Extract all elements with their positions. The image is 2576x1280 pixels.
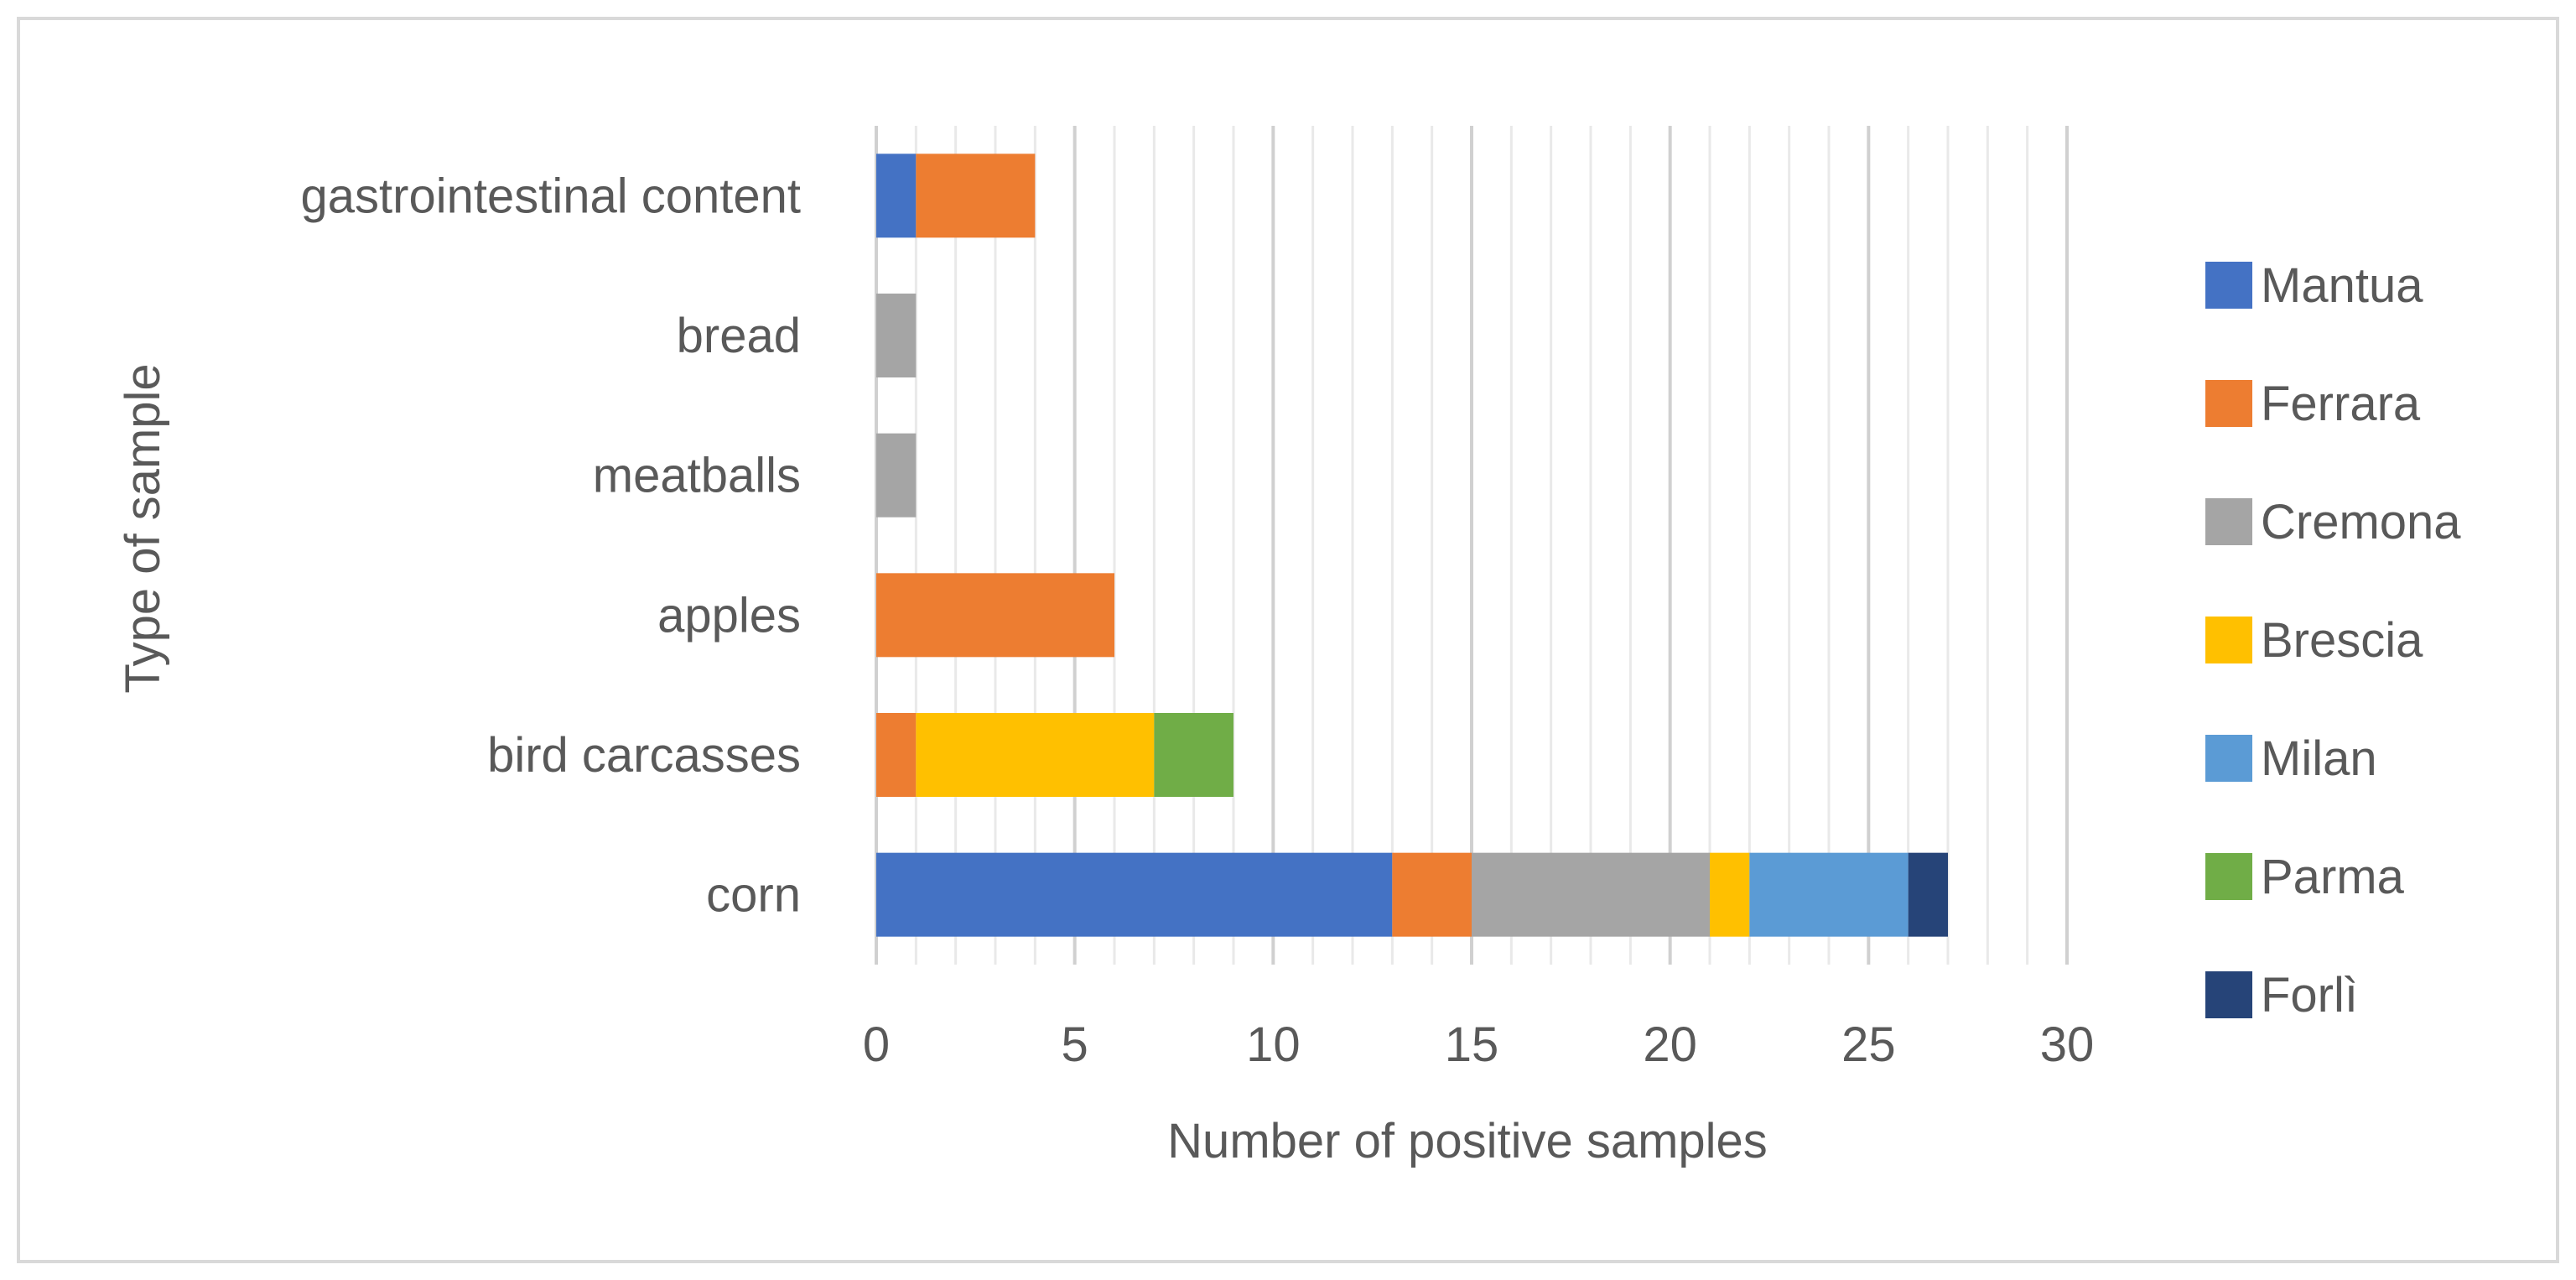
gridlines: [875, 126, 2069, 965]
legend-swatch: [2205, 380, 2252, 427]
legend-label: Brescia: [2261, 613, 2423, 668]
y-tick-labels: corn bird carcasses apples meatballs bread ga…: [301, 169, 801, 922]
bar-segment: [876, 153, 917, 238]
x-tick-label: 25: [1841, 1017, 1896, 1072]
x-tick-label: 5: [1062, 1017, 1088, 1072]
legend-label: Ferrara: [2261, 377, 2421, 431]
legend-swatch: [2205, 853, 2252, 900]
bar-segment: [876, 433, 917, 518]
x-tick-label: 15: [1445, 1017, 1499, 1072]
bar-segment: [876, 573, 1114, 658]
bar-segment: [1710, 852, 1750, 937]
legend-label: Mantua: [2261, 258, 2423, 313]
x-tick-label: 10: [1246, 1017, 1301, 1072]
bar-segment: [1472, 852, 1710, 937]
y-tick-label: corn: [706, 868, 801, 923]
x-tick-labels: 0 5 10 15 20 25 30: [863, 1017, 2094, 1072]
bar-segment: [1749, 852, 1909, 937]
legend-label: Forlì: [2261, 968, 2358, 1022]
legend-label: Parma: [2261, 850, 2405, 904]
legend-swatch: [2205, 498, 2252, 545]
bar-segment: [876, 852, 1393, 937]
legend-swatch: [2205, 262, 2252, 309]
y-tick-label: bread: [677, 309, 801, 363]
x-tick-label: 20: [1643, 1017, 1697, 1072]
legend: Mantua Ferrara Cremona Brescia Milan Parma For…: [2205, 258, 2461, 1022]
bar-segment: [916, 713, 1155, 797]
bar-segment: [876, 713, 917, 797]
y-axis-title: Type of sample: [116, 363, 170, 693]
legend-swatch: [2205, 617, 2252, 663]
x-axis-title: Number of positive samples: [1167, 1114, 1768, 1168]
bar-segment: [1908, 852, 1948, 937]
x-tick-label: 0: [863, 1017, 890, 1072]
legend-swatch: [2205, 971, 2252, 1018]
bar-segment: [876, 294, 917, 377]
x-tick-label: 30: [2040, 1017, 2095, 1072]
y-tick-label: apples: [657, 588, 801, 643]
legend-swatch: [2205, 735, 2252, 782]
bars: [876, 153, 1948, 937]
y-tick-label: meatballs: [593, 449, 801, 503]
legend-label: Milan: [2261, 731, 2377, 786]
y-tick-label: bird carcasses: [487, 728, 801, 783]
y-tick-label: gastrointestinal content: [301, 169, 801, 223]
bar-segment: [1154, 713, 1233, 797]
legend-label: Cremona: [2261, 495, 2461, 549]
bar-segment: [1392, 852, 1472, 937]
bar-segment: [916, 153, 1036, 238]
chart-frame: [17, 17, 2559, 1263]
